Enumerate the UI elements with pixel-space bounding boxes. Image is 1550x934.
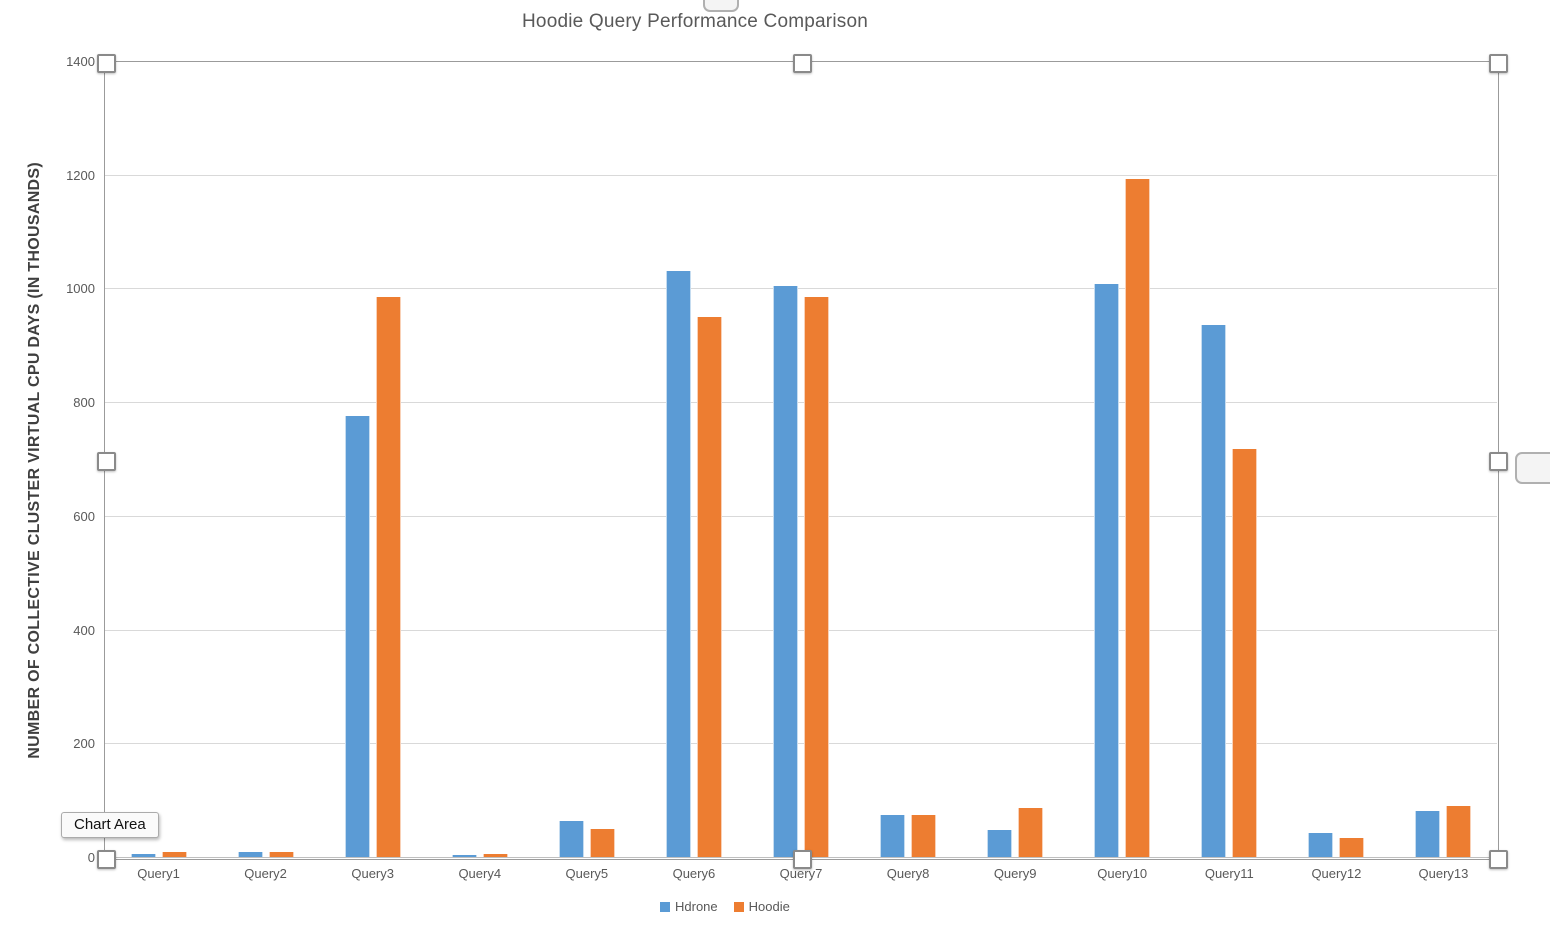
legend-label-hoodie: Hoodie (748, 899, 790, 914)
gridline-1200 (105, 174, 1497, 176)
x-tick-label-query8[interactable]: Query8 (886, 866, 930, 881)
selection-handle-top-right[interactable] (1489, 54, 1508, 73)
x-tick-label-query9[interactable]: Query9 (993, 866, 1037, 881)
bar-hdrone-query8[interactable] (880, 814, 906, 857)
bar-hoodie-query13[interactable] (1446, 806, 1472, 857)
x-tick-label-query10[interactable]: Query10 (1097, 866, 1148, 881)
bar-hoodie-query5[interactable] (589, 828, 615, 857)
plot-area[interactable] (105, 61, 1497, 858)
cropped-handle-right (1515, 452, 1550, 484)
y-tick-label-800[interactable]: 800 (73, 395, 95, 411)
bar-hoodie-query4[interactable] (482, 854, 508, 857)
y-tick-label-1000[interactable]: 1000 (66, 281, 95, 297)
bar-hdrone-query11[interactable] (1201, 325, 1227, 857)
bar-hdrone-query12[interactable] (1308, 833, 1334, 857)
x-tick-label-query11[interactable]: Query11 (1204, 866, 1254, 881)
bar-hoodie-query7[interactable] (804, 296, 829, 857)
x-tick-label-query13[interactable]: Query13 (1418, 866, 1469, 881)
bar-hoodie-query11[interactable] (1232, 448, 1258, 857)
bar-hoodie-query12[interactable] (1339, 838, 1365, 857)
selection-handle-middle-right[interactable] (1489, 452, 1508, 471)
x-tick-label-query4[interactable]: Query4 (458, 866, 502, 881)
y-tick-label-1400[interactable]: 1400 (66, 54, 95, 69)
bar-hdrone-query4[interactable] (451, 854, 477, 857)
cropped-handle-top (703, 0, 739, 12)
chart-area-tooltip: Chart Area (61, 812, 159, 838)
legend-swatch-hoodie (733, 901, 744, 912)
x-tick-label-query5[interactable]: Query5 (565, 866, 609, 881)
x-tick-label-query1[interactable]: Query1 (137, 866, 180, 881)
bar-hdrone-query6[interactable] (665, 271, 691, 857)
x-tick-label-query2[interactable]: Query2 (244, 866, 287, 881)
bar-hdrone-query5[interactable] (558, 821, 584, 857)
chart-title[interactable]: Hoodie Query Performance Comparison (522, 11, 868, 32)
legend-swatch-hdrone (660, 901, 670, 912)
gridline-600 (105, 515, 1497, 517)
gridline-200 (105, 743, 1497, 745)
y-axis-title-text: NUMBER OF COLLECTIVE CLUSTER VIRTUAL CPU… (26, 161, 43, 759)
selection-handle-bottom-right[interactable] (1489, 850, 1508, 869)
bar-hoodie-query8[interactable] (911, 814, 937, 857)
y-tick-label-400[interactable]: 400 (73, 622, 95, 638)
selection-handle-top-left[interactable] (97, 54, 116, 73)
bar-hoodie-query2[interactable] (268, 852, 294, 857)
bar-hoodie-query9[interactable] (1018, 808, 1044, 857)
bar-hdrone-query2[interactable] (237, 851, 263, 857)
x-tick-label-query7[interactable]: Query7 (779, 866, 823, 881)
gridline-800 (105, 402, 1497, 404)
gridline-400 (105, 629, 1497, 631)
x-tick-label-query12[interactable]: Query12 (1311, 866, 1362, 881)
y-tick-label-0[interactable]: 0 (87, 850, 95, 865)
x-tick-label-query6[interactable]: Query6 (672, 866, 716, 881)
selection-handle-bottom-left[interactable] (97, 850, 116, 869)
selection-handle-top-center[interactable] (793, 54, 812, 73)
bar-hoodie-query3[interactable] (375, 296, 401, 857)
bar-hdrone-query13[interactable] (1415, 810, 1441, 857)
bar-hdrone-query10[interactable] (1094, 283, 1120, 857)
selection-handle-bottom-center[interactable] (793, 850, 812, 869)
y-tick-label-600[interactable]: 600 (73, 508, 95, 524)
legend-label-hdrone: Hdrone (675, 899, 718, 914)
bar-hdrone-query7[interactable] (773, 285, 798, 857)
gridline-1000 (105, 288, 1497, 290)
bar-hoodie-query6[interactable] (696, 316, 722, 857)
bar-hoodie-query1[interactable] (161, 852, 187, 857)
selection-handle-middle-left[interactable] (97, 452, 116, 471)
legend-item-hoodie[interactable]: Hoodie (733, 899, 790, 914)
bar-hdrone-query1[interactable] (130, 854, 156, 857)
legend-item-hdrone[interactable]: Hdrone (660, 899, 718, 914)
y-tick-label-1200[interactable]: 1200 (66, 167, 95, 183)
bar-hdrone-query3[interactable] (344, 416, 370, 857)
bar-hdrone-query9[interactable] (987, 829, 1013, 857)
bar-hoodie-query10[interactable] (1125, 179, 1151, 857)
y-tick-label-200[interactable]: 200 (73, 736, 95, 752)
legend[interactable]: Hdrone Hoodie (660, 899, 790, 914)
x-tick-label-query3[interactable]: Query3 (351, 866, 394, 881)
